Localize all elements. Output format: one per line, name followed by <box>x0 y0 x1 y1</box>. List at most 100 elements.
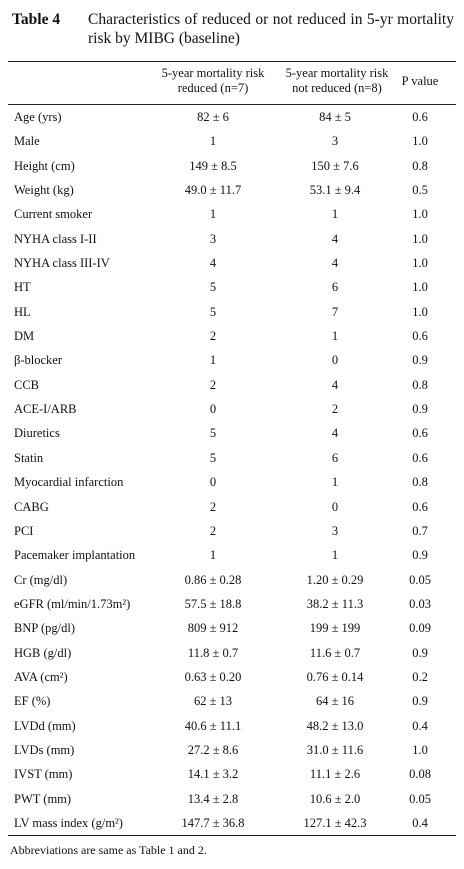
cell: 4 <box>331 426 339 441</box>
cell: 11.1 ± 2.6 <box>309 767 361 782</box>
cell: 0.7 <box>412 523 428 538</box>
table-row: DM 2 1 0.6 <box>0 325 464 349</box>
header-line: P value <box>401 74 439 88</box>
table-row: AVA (cm²) 0.63 ± 0.20 0.76 ± 0.14 0.2 <box>0 666 464 690</box>
row-label: Pacemaker implantation <box>14 548 136 563</box>
cell: 0.8 <box>412 475 428 490</box>
cell: 0 <box>331 499 339 514</box>
cell: 809 ± 912 <box>187 621 239 636</box>
cell: 48.2 ± 13.0 <box>306 718 364 733</box>
cell: 13.4 ± 2.8 <box>187 791 239 806</box>
row-label: ACE-I/ARB <box>14 402 77 417</box>
cell: 0.05 <box>409 791 431 806</box>
cell: 149 ± 8.5 <box>189 158 237 173</box>
cell: 4 <box>209 256 217 271</box>
cell: 1 <box>331 475 339 490</box>
table-row: LV mass index (g/m²) 147.7 ± 36.8 127.1 ± … <box>0 812 464 836</box>
row-label: LV mass index (g/m²) <box>14 815 123 830</box>
cell: 11.8 ± 0.7 <box>187 645 239 660</box>
row-label: eGFR (ml/min/1.73m²) <box>14 596 131 611</box>
table-row: Current smoker 1 1 1.0 <box>0 203 464 227</box>
cell: 1.0 <box>412 207 428 222</box>
table-row: Pacemaker implantation 1 1 0.9 <box>0 544 464 568</box>
cell: 38.2 ± 11.3 <box>306 596 364 611</box>
cell: 5 <box>209 304 217 319</box>
header-rule <box>8 104 456 105</box>
cell: 53.1 ± 9.4 <box>309 183 361 198</box>
table-row: eGFR (ml/min/1.73m²) 57.5 ± 18.8 38.2 ± 11… <box>0 593 464 617</box>
cell: 0 <box>331 353 339 368</box>
cell: 0 <box>209 475 217 490</box>
cell: 0.9 <box>412 645 428 660</box>
row-label: PCI <box>14 523 34 538</box>
row-label: Age (yrs) <box>14 110 62 124</box>
cell: 31.0 ± 11.6 <box>306 742 364 757</box>
cell: 2 <box>209 377 217 392</box>
cell: 4 <box>331 231 339 246</box>
cell: 0.4 <box>412 718 428 733</box>
row-label: NYHA class I-II <box>14 231 97 246</box>
table-row: PWT (mm) 13.4 ± 2.8 10.6 ± 2.0 0.05 <box>0 788 464 812</box>
cell: 64 ± 16 <box>315 694 355 709</box>
cell: 0.76 ± 0.14 <box>306 669 364 684</box>
cell: 150 ± 7.6 <box>311 158 359 173</box>
row-label: PWT (mm) <box>14 791 72 806</box>
table-row: NYHA class III-IV 4 4 1.0 <box>0 252 464 276</box>
cell: 1 <box>331 329 339 344</box>
cell: 0.2 <box>412 669 428 684</box>
cell: 1.0 <box>412 304 428 319</box>
cell: 6 <box>331 280 339 295</box>
row-label: NYHA class III-IV <box>14 256 110 271</box>
row-label: BNP (pg/dl) <box>14 621 75 636</box>
row-label: LVDs (mm) <box>14 742 75 757</box>
cell: 62 ± 13 <box>193 694 233 709</box>
cell: 11.6 ± 0.7 <box>309 645 361 660</box>
cell: 0.86 ± 0.28 <box>184 572 242 587</box>
cell: 1.20 ± 0.29 <box>306 572 364 587</box>
row-label: HT <box>14 280 31 295</box>
table-body: Age (yrs) 82 ± 6 84 ± 5 0.6 Male 1 3 1.0 Height … <box>0 106 464 836</box>
table-row: EF (%) 62 ± 13 64 ± 16 0.9 <box>0 690 464 714</box>
cell: 3 <box>331 134 339 149</box>
cell: 1 <box>209 134 217 149</box>
table-row: Weight (kg) 49.0 ± 11.7 53.1 ± 9.4 0.5 <box>0 179 464 203</box>
row-label: DM <box>14 329 35 344</box>
table-row: LVDd (mm) 40.6 ± 11.1 48.2 ± 13.0 0.4 <box>0 715 464 739</box>
table-row: PCI 2 3 0.7 <box>0 520 464 544</box>
header-line: 5-year mortality risk <box>285 66 389 80</box>
cell: 2 <box>209 329 217 344</box>
cell: 49.0 ± 11.7 <box>184 183 242 198</box>
cell: 1.0 <box>412 134 428 149</box>
cell: 0.8 <box>412 377 428 392</box>
cell: 0 <box>209 402 217 417</box>
cell: 5 <box>209 450 217 465</box>
table-row: Male 1 3 1.0 <box>0 130 464 154</box>
row-label: IVST (mm) <box>14 767 73 782</box>
table-title: Table 4 Characteristics of reduced or no… <box>12 10 454 48</box>
cell: 6 <box>331 450 339 465</box>
row-label: Statin <box>14 450 44 465</box>
cell: 0.6 <box>412 426 428 441</box>
cell: 10.6 ± 2.0 <box>309 791 361 806</box>
table-caption: Characteristics of reduced or not reduce… <box>88 11 454 47</box>
cell: 1.0 <box>412 280 428 295</box>
row-label: HGB (g/dl) <box>14 645 72 660</box>
table-header: 5-year mortality risk reduced (n=7) 5-year… <box>0 66 464 102</box>
row-label: Male <box>14 134 40 149</box>
cell: 0.08 <box>409 767 431 782</box>
row-label: Weight (kg) <box>14 183 74 198</box>
table-row: Age (yrs) 82 ± 6 84 ± 5 0.6 <box>0 106 464 130</box>
cell: 0.05 <box>409 572 431 587</box>
table-row: HL 5 7 1.0 <box>0 301 464 325</box>
table-row: BNP (pg/dl) 809 ± 912 199 ± 199 0.09 <box>0 617 464 641</box>
top-rule <box>8 61 456 62</box>
cell: 1 <box>209 353 217 368</box>
cell: 199 ± 199 <box>309 621 361 636</box>
row-label: LVDd (mm) <box>14 718 76 733</box>
table-label: Table 4 <box>12 11 61 28</box>
cell: 147.7 ± 36.8 <box>181 815 245 830</box>
cell: 0.9 <box>412 353 428 368</box>
table-row: LVDs (mm) 27.2 ± 8.6 31.0 ± 11.6 1.0 <box>0 739 464 763</box>
cell: 2 <box>209 499 217 514</box>
